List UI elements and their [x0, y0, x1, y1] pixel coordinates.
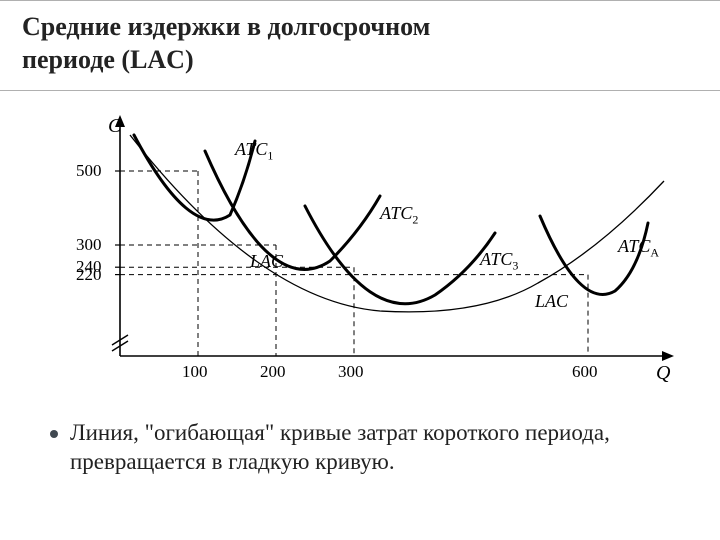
- bullet-text: Линия, "огибающая" кривые затрат коротко…: [70, 419, 670, 477]
- y-tick-300: 300: [76, 235, 102, 255]
- bullet-paragraph: Линия, "огибающая" кривые затрат коротко…: [0, 401, 720, 477]
- x-tick-600: 600: [572, 362, 598, 382]
- chart-svg: [40, 111, 680, 401]
- x-tick-300: 300: [338, 362, 364, 382]
- title-bar: Средние издержки в долгосрочном периоде …: [0, 0, 720, 91]
- y-axis-label: C: [108, 115, 121, 138]
- atc-label-1: ATC2: [380, 203, 418, 228]
- x-tick-100: 100: [182, 362, 208, 382]
- title-line-1: Средние издержки в долгосрочном: [22, 12, 430, 41]
- page-title: Средние издержки в долгосрочном периоде …: [22, 11, 698, 76]
- x-axis-label: Q: [656, 362, 670, 385]
- lac-label-0: LAC: [250, 251, 283, 272]
- atc-label-0: ATC1: [235, 139, 273, 164]
- lac-chart: C Q 500300240220100200300600ATC1ATC2ATC3…: [40, 111, 680, 401]
- atc-label-2: ATC3: [480, 249, 518, 274]
- y-tick-220: 220: [76, 265, 102, 285]
- atc-label-3: ATCA: [618, 236, 659, 261]
- lac-label-1: LAC: [535, 291, 568, 312]
- y-tick-500: 500: [76, 161, 102, 181]
- x-tick-200: 200: [260, 362, 286, 382]
- title-line-2: периоде (LAC): [22, 45, 194, 74]
- bullet-icon: [50, 430, 58, 438]
